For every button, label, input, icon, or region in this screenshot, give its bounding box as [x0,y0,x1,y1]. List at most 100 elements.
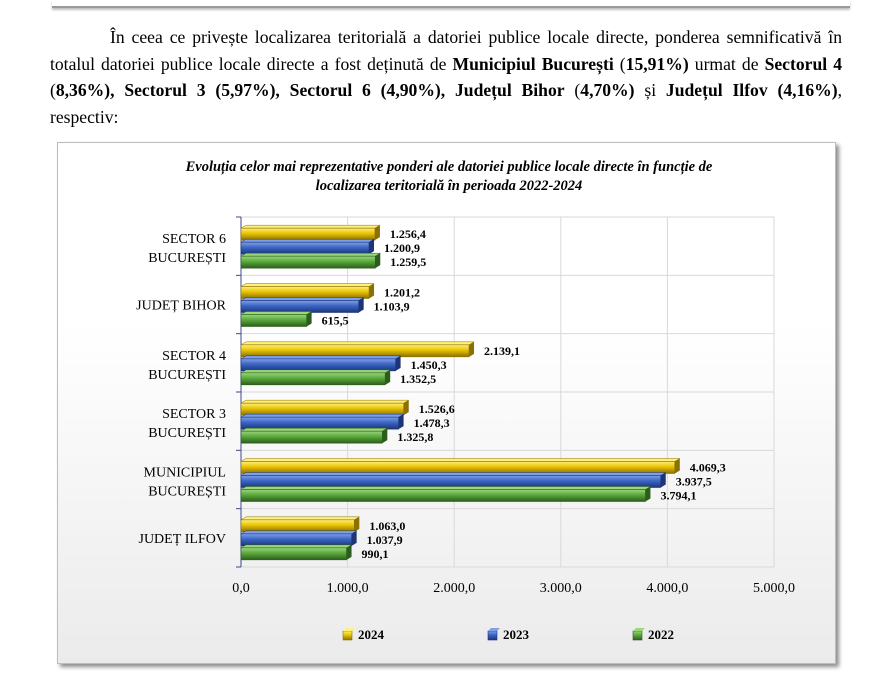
bar-2023 [240,475,662,488]
bar-end-face [674,458,680,474]
bar-end-face [645,486,651,502]
bar-2024 [240,286,370,299]
bar-2023 [240,241,370,255]
bar-top-face [240,341,475,346]
bar-end-face [369,283,375,299]
bar-2023 [240,533,352,547]
bar-end-face [369,239,375,255]
bar-2023 [240,416,399,430]
bar-2022 [240,255,376,269]
bar-top-face [240,413,405,418]
x-tick-label: 5.000,0 [753,581,795,596]
bar-2024 [240,461,676,474]
bar-2024 [240,344,470,358]
legend-swatch-2023 [487,630,498,641]
bar-end-face [346,544,352,560]
bar-top-face [240,369,392,374]
intro-paragraph: În ceea ce privește localizarea teritori… [50,24,842,130]
bold-segment: 4,70%) [580,80,635,100]
data-label: 1.526,6 [419,402,455,416]
bold-segment: Județul Ilfov (4,16%) [665,80,838,100]
data-label: 1.200,9 [384,241,420,255]
chart-title-line2: localizarea teritorială în perioada 2022… [316,178,583,194]
bar-end-face [403,400,409,416]
bar-top-face [240,297,365,301]
bar-top-face [240,252,382,257]
bold-segment: 15,91%) [625,53,689,74]
bar-top-face [240,458,681,462]
chart-frame: Evoluția celor mai reprezentative ponder… [57,142,836,664]
data-label: 4.069,3 [690,461,726,475]
data-label: 615,5 [322,314,349,328]
bar-top-face [240,238,375,243]
category-label: SECTOR 6 [162,232,226,247]
bar-top-face [240,399,410,404]
bar-top-face [240,224,381,229]
bar-2022 [240,372,386,386]
bar-end-face [358,297,364,313]
chart-title-line1: Evoluția celor mai reprezentative ponder… [185,159,713,175]
x-tick-label: 3.000,0 [540,581,582,596]
category-label: BUCUREȘTI [148,426,226,441]
data-label: 1.037,9 [367,533,403,547]
category-label: JUDEȚ ILFOV [139,532,227,547]
category-label: SECTOR 4 [162,349,226,364]
bar-top-face [240,486,652,490]
legend-label: 2022 [648,627,674,642]
top-rule [52,0,850,8]
bar-2022 [240,489,646,502]
legend-swatch-2022 [632,630,643,641]
data-label: 3.794,1 [660,489,696,503]
bar-end-face [351,530,357,546]
bold-segment: Sectorul 4 [764,53,842,74]
bar-top-face [240,427,389,432]
legend-label: 2024 [358,627,385,642]
bar-end-face [306,311,312,327]
x-tick-label: 4.000,0 [646,581,688,596]
intro-text: În ceea ce privește localizarea teritori… [50,24,842,130]
text-segment: ( [613,53,626,74]
bar-2022 [240,547,347,561]
bar-end-face [385,369,391,385]
bold-segment: Municipiul București [452,53,614,74]
text-segment: , respectiv: [50,80,842,127]
bar-2022 [240,430,383,444]
bar-end-face [382,428,388,444]
bar-chart: Evoluția celor mai reprezentative ponder… [136,159,795,642]
legend-swatch-2024 [342,630,353,641]
bar-end-face [395,355,401,371]
data-label: 1.478,3 [414,416,450,430]
text-segment: ( [564,80,581,100]
text-segment: În ceea ce privește localizarea teritori… [50,27,842,74]
bar-2023 [240,358,396,372]
data-label: 1.063,0 [369,519,405,533]
legend-label: 2023 [503,627,530,642]
data-label: 1.352,5 [400,372,436,386]
bar-top-face [240,283,375,287]
x-tick-label: 1.000,0 [327,581,369,596]
x-tick-label: 0,0 [232,581,250,596]
bar-end-face [398,414,404,430]
bar-top-face [240,311,313,315]
bar-end-face [375,253,381,269]
data-label: 2.139,1 [484,344,520,358]
bar-top-face [240,516,361,521]
bar-top-face [240,472,667,476]
category-label: SECTOR 3 [162,407,226,422]
data-label: 990,1 [362,547,389,561]
text-segment: și [634,80,666,100]
bar-2024 [240,519,355,533]
bar-top-face [240,355,402,360]
bar-end-face [354,516,360,532]
bar-end-face [469,341,475,357]
data-label: 1.201,2 [384,286,420,300]
legend-swatch-top [343,628,355,631]
data-label: 1.325,8 [397,430,433,444]
bar-2024 [240,227,376,241]
data-label: 1.450,3 [411,358,447,372]
legend-swatch-top [488,628,500,631]
bar-2022 [240,314,307,327]
data-label: 1.259,5 [390,255,426,269]
data-label: 3.937,5 [676,475,712,489]
bold-segment: 8,36%), Sectorul 3 (5,97%), Sectorul 6 (… [55,80,565,100]
